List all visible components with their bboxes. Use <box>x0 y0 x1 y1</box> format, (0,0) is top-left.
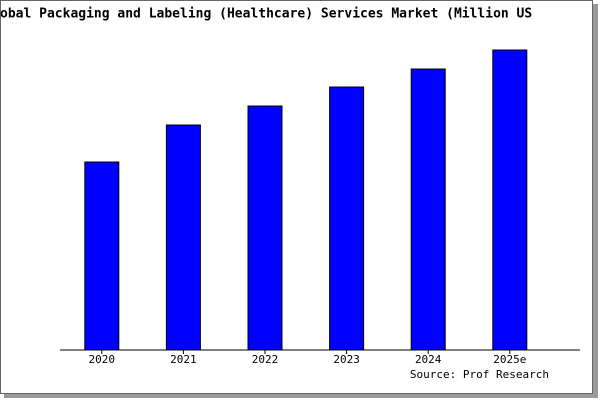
bar <box>247 105 283 351</box>
x-tick-label: 2021 <box>170 353 197 366</box>
bar <box>329 86 365 351</box>
source: Source: Prof Research <box>410 368 549 381</box>
x-tick-label: 2020 <box>89 353 116 366</box>
chart-title: obal Packaging and Labeling (Healthcare)… <box>0 7 532 22</box>
bar <box>84 161 120 351</box>
bar <box>165 124 201 351</box>
x-tick-label: 2022 <box>252 353 279 366</box>
x-tick-label: 2024 <box>415 353 442 366</box>
x-tick-label: 2025e <box>493 353 526 366</box>
bar <box>492 49 528 351</box>
x-tick-label: 2023 <box>333 353 360 366</box>
bar <box>410 68 446 351</box>
